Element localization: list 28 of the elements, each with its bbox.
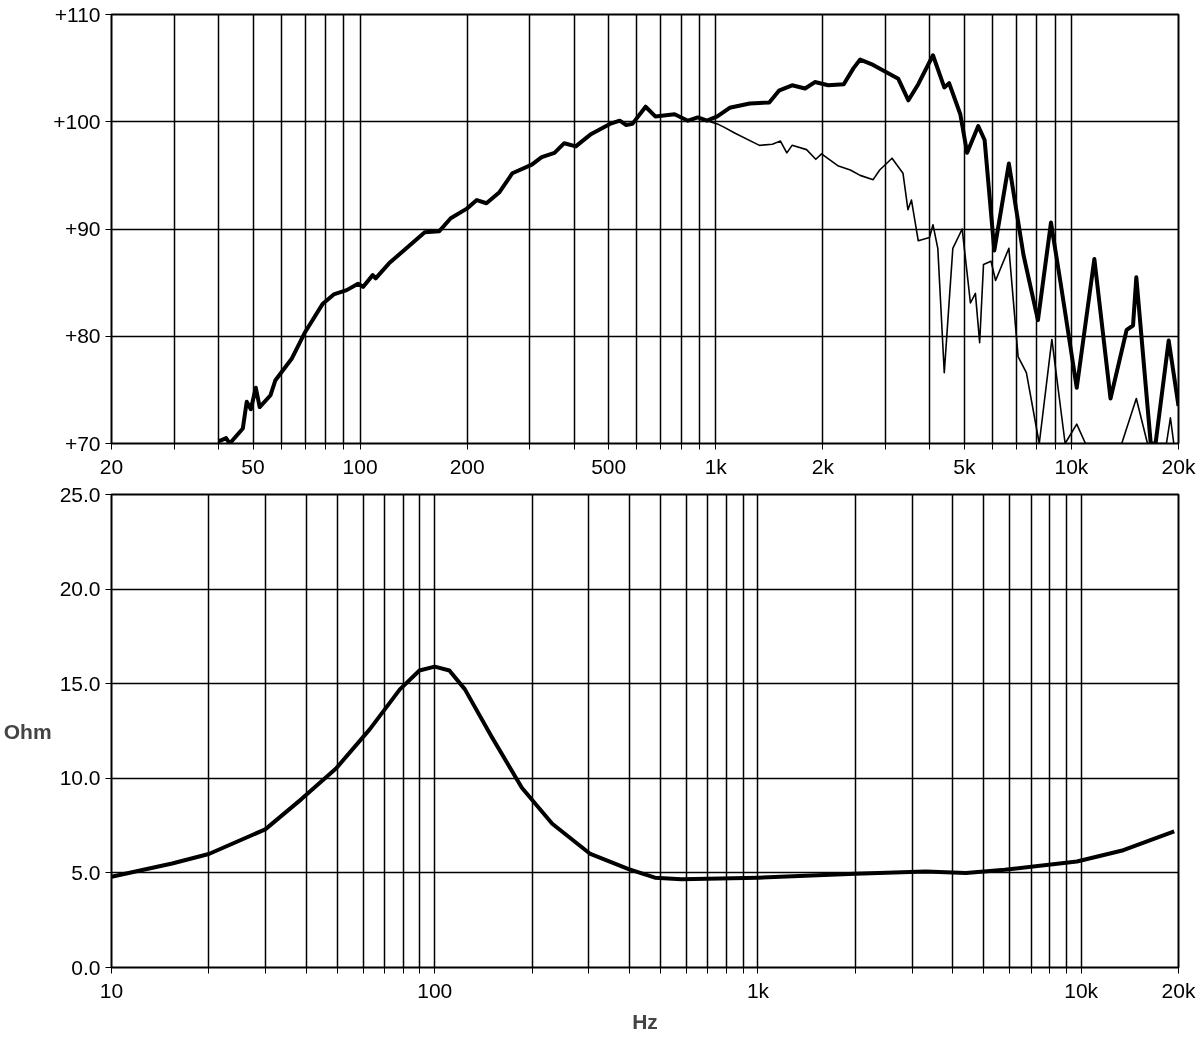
y-tick-label: +110 bbox=[54, 2, 101, 26]
x-tick-label: 20 bbox=[99, 454, 124, 478]
y-tick-label: 10.0 bbox=[59, 766, 101, 790]
y-tick-label: +80 bbox=[64, 324, 101, 348]
x-tick-label: 100 bbox=[417, 978, 453, 1002]
x-tick-label: 50 bbox=[241, 454, 265, 478]
x-tick-label: 2k bbox=[811, 454, 835, 478]
y-tick-label: +70 bbox=[64, 431, 101, 455]
x-tick-label: 500 bbox=[591, 454, 627, 478]
x-tick-label: 1k bbox=[746, 978, 770, 1002]
y-tick-label: 20.0 bbox=[59, 577, 101, 601]
x-tick-label: 200 bbox=[449, 454, 485, 478]
y-axis-title: Ohm bbox=[3, 719, 52, 743]
x-tick-label: 100 bbox=[342, 454, 378, 478]
y-tick-label: +90 bbox=[64, 217, 101, 240]
y-tick-label: 0.0 bbox=[71, 955, 101, 979]
x-tick-label: 10k bbox=[1064, 978, 1099, 1002]
y-tick-label: +100 bbox=[53, 109, 101, 133]
x-tick-label: 10 bbox=[99, 978, 124, 1002]
x-tick-label: 1k bbox=[704, 454, 728, 478]
y-tick-label: 5.0 bbox=[71, 860, 101, 884]
y-tick-label: 25.0 bbox=[59, 482, 101, 506]
x-tick-label: 20k bbox=[1161, 978, 1196, 1002]
x-tick-label: 10k bbox=[1054, 454, 1089, 478]
y-tick-label: 15.0 bbox=[59, 671, 101, 695]
x-axis-title: Hz bbox=[632, 1009, 658, 1033]
x-tick-label: 5k bbox=[953, 454, 976, 478]
x-tick-label: 20k bbox=[1161, 454, 1196, 478]
